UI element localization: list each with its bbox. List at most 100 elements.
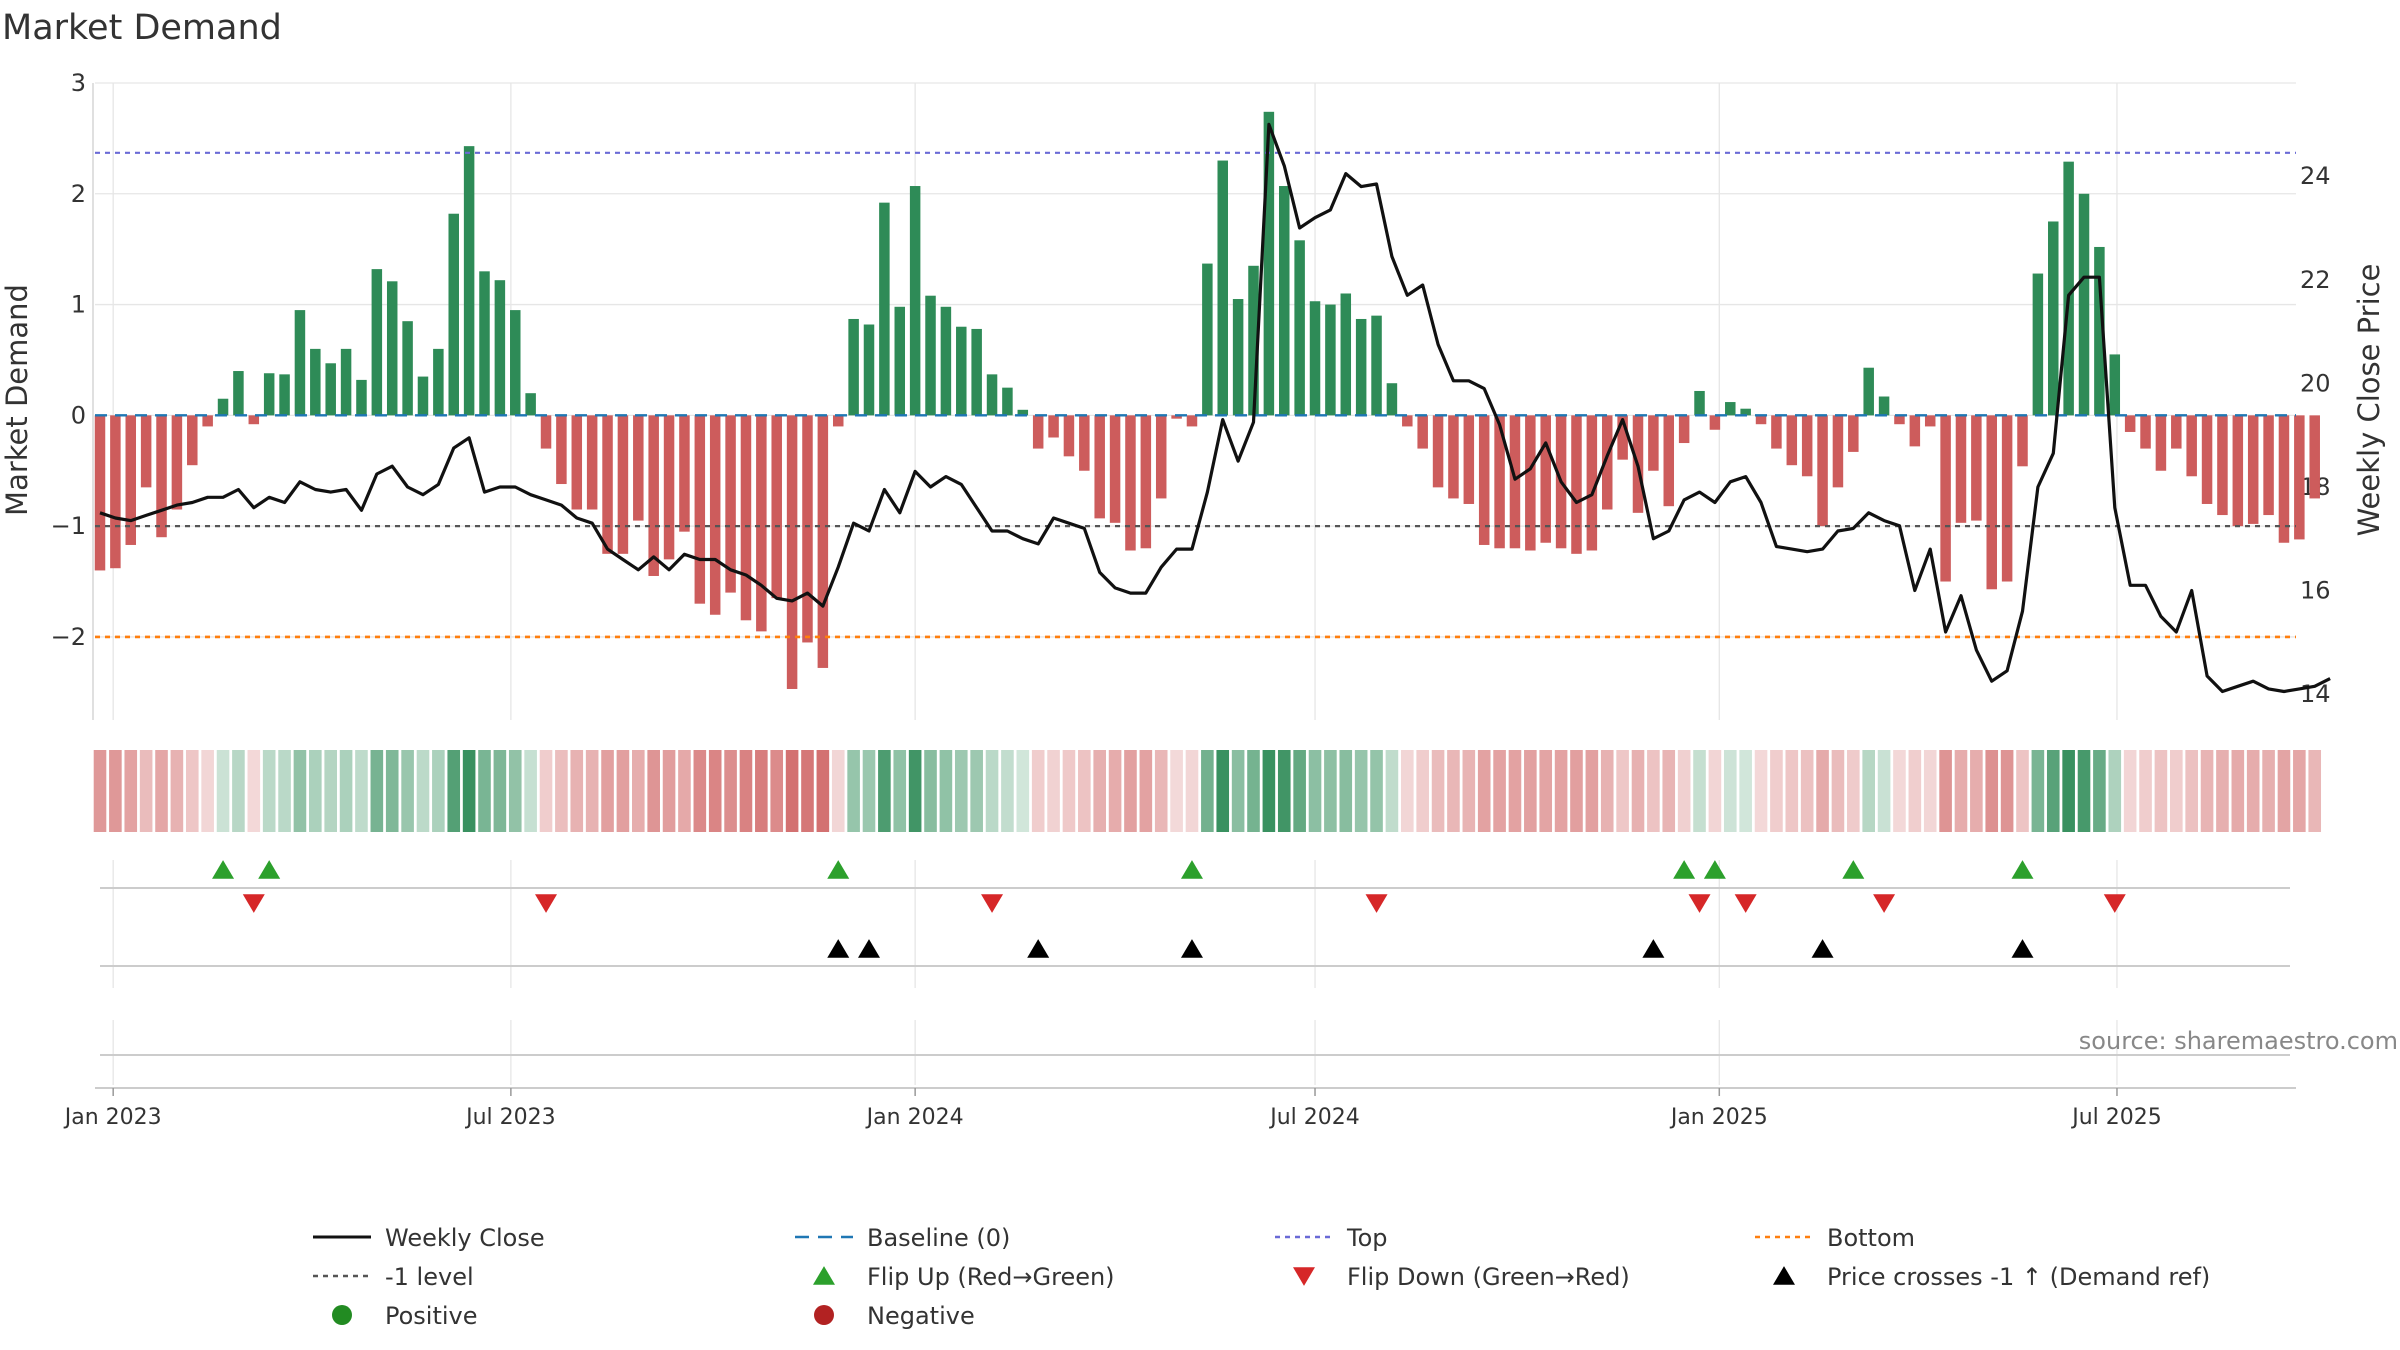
demand-bar — [894, 306, 906, 416]
demand-bar — [2201, 415, 2213, 504]
demand-bar — [986, 374, 998, 416]
demand-bar — [1955, 415, 1967, 523]
demand-bar — [1709, 415, 1721, 430]
right-tick-label: 20 — [2300, 369, 2331, 397]
demand-bar — [125, 415, 137, 545]
heat-cell — [693, 750, 707, 832]
flip-up-marker — [1180, 860, 1203, 879]
demand-bar — [1155, 415, 1167, 499]
legend-label: Flip Down (Green→Red) — [1347, 1263, 1630, 1291]
heat-cell — [908, 750, 922, 832]
flip-up-marker — [212, 860, 235, 879]
legend-positive-icon — [332, 1305, 352, 1325]
flip-down-marker — [1873, 894, 1896, 913]
demand-bar — [802, 415, 813, 643]
demand-bar — [1648, 415, 1659, 471]
heat-cell — [2200, 750, 2214, 832]
legend-item: Bottom — [1755, 1224, 1915, 1252]
heat-cell — [2093, 750, 2106, 832]
demand-bar — [2017, 415, 2028, 467]
demand-bar — [1848, 415, 1859, 452]
demand-bar — [371, 269, 383, 416]
demand-bar — [2001, 415, 2013, 582]
legend-item: Weekly Close — [313, 1224, 545, 1252]
legend-flip-down-icon — [1293, 1267, 1315, 1286]
demand-bar — [679, 415, 690, 532]
heat-cell — [293, 750, 307, 832]
demand-bar — [1525, 415, 1536, 551]
demand-bar — [1079, 415, 1090, 471]
cross-marker — [1027, 939, 1050, 958]
heat-cell — [2000, 750, 2014, 832]
heat-cell — [1831, 750, 1845, 832]
heat-cell — [1431, 750, 1445, 832]
cross-marker — [827, 939, 850, 958]
x-tick-label: Jan 2023 — [63, 1105, 162, 1130]
heat-cell — [1047, 750, 1060, 832]
heat-cell — [1985, 750, 1999, 832]
heat-cell — [662, 750, 676, 832]
heat-cell — [93, 750, 107, 832]
heat-cell — [185, 750, 199, 832]
legend-item: Negative — [814, 1302, 975, 1330]
demand-bar — [356, 379, 367, 416]
demand-bar — [202, 415, 213, 427]
heat-cell — [155, 750, 168, 832]
demand-bar — [1494, 415, 1505, 549]
demand-bar — [310, 348, 321, 416]
legend: Weekly Close Baseline (0) Top Bottom -1 leve… — [313, 1224, 2210, 1330]
heat-cell — [924, 750, 937, 832]
demand-bar — [2186, 415, 2197, 477]
heat-cell — [1785, 750, 1799, 832]
heat-cell — [1339, 750, 1353, 832]
demand-bar — [2232, 415, 2244, 527]
heat-cell — [247, 750, 261, 832]
heat-cell — [739, 750, 753, 832]
heat-cell — [2185, 750, 2198, 832]
demand-bar — [2124, 415, 2136, 432]
left-tick-label: 3 — [71, 69, 86, 97]
demand-bar — [1817, 415, 1828, 527]
heat-cell — [1078, 750, 1091, 832]
demand-bar — [217, 398, 229, 416]
demand-bar — [863, 324, 875, 416]
demand-bar — [571, 415, 583, 510]
flip-down-marker — [981, 894, 1004, 913]
legend-item: Positive — [332, 1302, 478, 1330]
flip-up-marker — [258, 860, 281, 879]
demand-bar — [2171, 415, 2182, 449]
heat-cell — [2216, 750, 2229, 832]
flip-up-marker — [1673, 860, 1696, 879]
demand-bar — [1002, 387, 1013, 416]
demand-bar — [709, 415, 721, 615]
demand-bar — [525, 393, 536, 416]
heat-cell — [1908, 750, 1922, 832]
heat-cell — [2293, 750, 2306, 832]
heat-cell — [770, 750, 784, 832]
demand-bar — [1140, 415, 1152, 549]
demand-bar — [510, 310, 521, 416]
flip-markers — [212, 860, 2126, 913]
demand-bar — [940, 306, 952, 416]
x-tick-label: Jan 2024 — [865, 1105, 964, 1130]
demand-bar — [1109, 415, 1121, 523]
demand-bar — [1048, 415, 1059, 438]
demand-bar — [1940, 415, 1951, 582]
x-tick-label: Jul 2023 — [464, 1105, 556, 1130]
heat-cell — [2246, 750, 2260, 832]
heat-cell — [1231, 750, 1245, 832]
demand-bar — [1878, 396, 1890, 416]
demand-bar — [740, 415, 752, 621]
right-tick-label: 16 — [2300, 577, 2331, 605]
demand-bar — [832, 415, 844, 427]
heat-cell — [1662, 750, 1676, 832]
heat-cell — [139, 750, 153, 832]
demand-bar — [94, 415, 106, 571]
demand-bar — [1663, 415, 1675, 507]
heat-cell — [447, 750, 461, 832]
heat-cell — [1631, 750, 1645, 832]
flip-down-marker — [242, 894, 265, 913]
x-tick-label: Jul 2024 — [1268, 1105, 1360, 1130]
legend-label: Flip Up (Red→Green) — [867, 1263, 1115, 1291]
demand-bar — [248, 415, 260, 425]
